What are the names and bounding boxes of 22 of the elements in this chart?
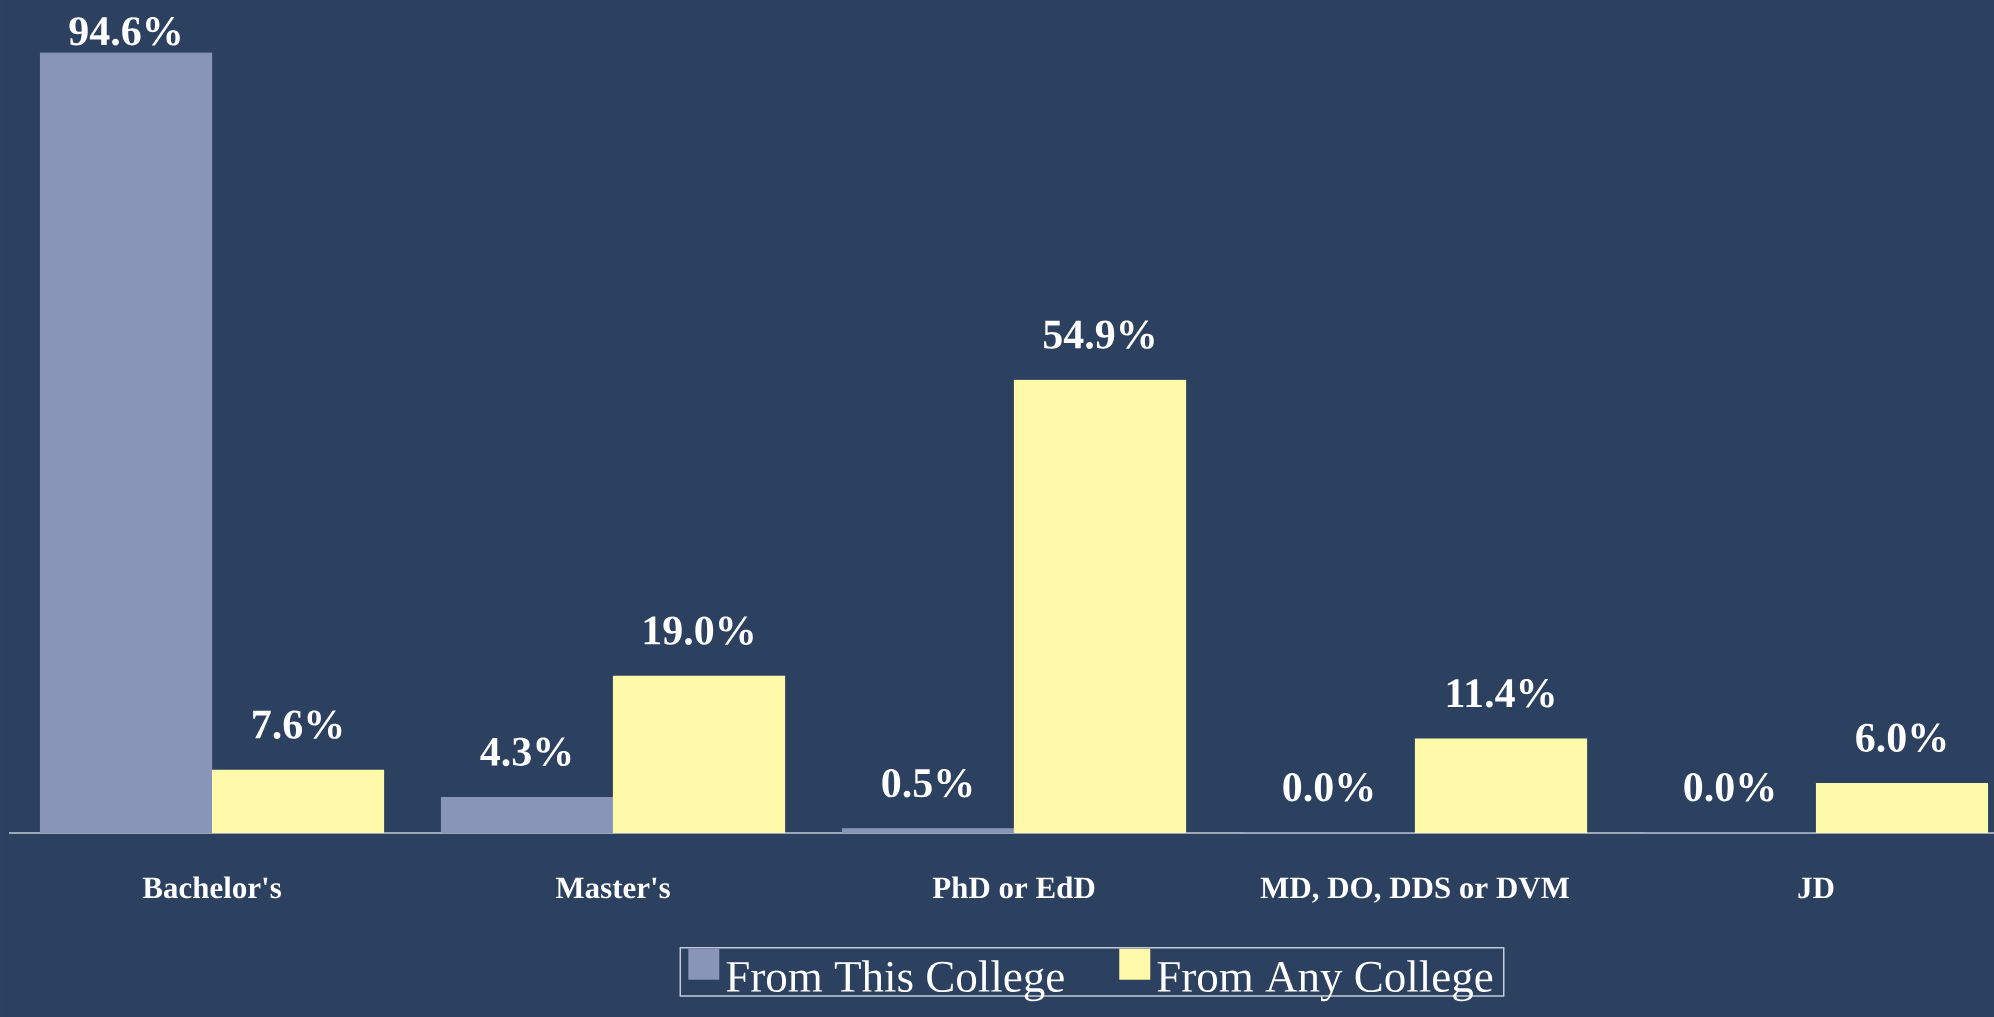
data-label: 11.4% xyxy=(1447,679,1554,708)
data-label: 7.6% xyxy=(253,710,342,739)
x-tick-label: Master's xyxy=(555,877,670,899)
x-tick-label: JD xyxy=(1798,877,1834,899)
bar xyxy=(612,675,786,833)
bar xyxy=(1013,379,1187,833)
x-tick-label: Bachelor's xyxy=(142,876,282,899)
x-tick-label: PhD or EdD xyxy=(932,876,1095,899)
data-label: 94.6% xyxy=(69,17,180,46)
legend-label: From Any College xyxy=(1157,960,1493,1002)
data-label: 0.0% xyxy=(1283,773,1373,802)
x-tick-label: MD, DO, DDS or DVM xyxy=(1260,877,1570,903)
data-label: 4.3% xyxy=(480,737,571,767)
bar xyxy=(211,769,385,833)
data-label: 0.5% xyxy=(882,768,972,798)
data-label: 6.0% xyxy=(1856,723,1946,753)
data-label: 54.9% xyxy=(1043,320,1154,349)
data-label: 19.0% xyxy=(644,616,753,645)
bar xyxy=(1414,738,1588,833)
bar xyxy=(1815,782,1989,833)
legend-label: From This College xyxy=(726,960,1064,1002)
data-label: 0.0% xyxy=(1684,773,1774,802)
